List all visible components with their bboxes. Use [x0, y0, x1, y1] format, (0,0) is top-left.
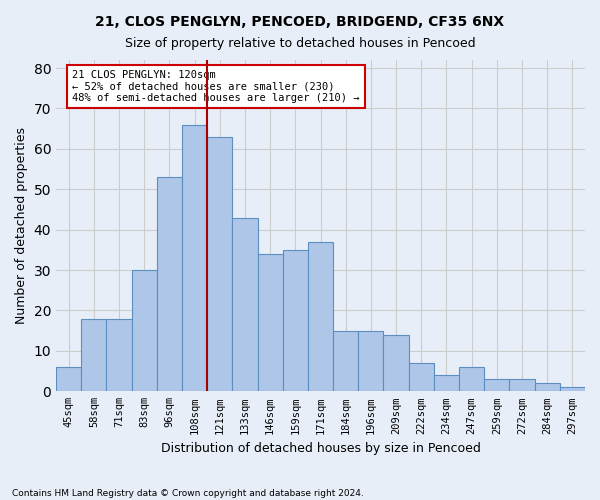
Bar	[207, 137, 232, 392]
Bar	[257, 254, 283, 392]
Bar	[56, 367, 81, 392]
Bar	[535, 383, 560, 392]
Bar	[484, 379, 509, 392]
Bar	[358, 330, 383, 392]
Bar	[106, 318, 131, 392]
Bar	[283, 250, 308, 392]
Bar	[434, 375, 459, 392]
Text: Size of property relative to detached houses in Pencoed: Size of property relative to detached ho…	[125, 38, 475, 51]
Bar	[81, 318, 106, 392]
Bar	[383, 334, 409, 392]
Bar	[409, 363, 434, 392]
Bar	[509, 379, 535, 392]
Y-axis label: Number of detached properties: Number of detached properties	[15, 127, 28, 324]
Text: 21 CLOS PENGLYN: 120sqm
← 52% of detached houses are smaller (230)
48% of semi-d: 21 CLOS PENGLYN: 120sqm ← 52% of detache…	[72, 70, 359, 103]
Bar	[459, 367, 484, 392]
Text: Contains HM Land Registry data © Crown copyright and database right 2024.: Contains HM Land Registry data © Crown c…	[12, 488, 364, 498]
Bar	[232, 218, 257, 392]
Bar	[333, 330, 358, 392]
Bar	[308, 242, 333, 392]
Text: 21, CLOS PENGLYN, PENCOED, BRIDGEND, CF35 6NX: 21, CLOS PENGLYN, PENCOED, BRIDGEND, CF3…	[95, 15, 505, 29]
Bar	[157, 177, 182, 392]
X-axis label: Distribution of detached houses by size in Pencoed: Distribution of detached houses by size …	[161, 442, 481, 455]
Bar	[182, 124, 207, 392]
Bar	[131, 270, 157, 392]
Bar	[560, 388, 585, 392]
